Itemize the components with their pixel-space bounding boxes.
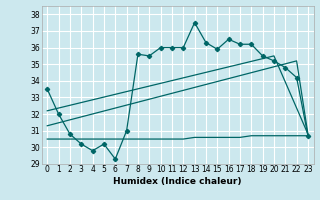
X-axis label: Humidex (Indice chaleur): Humidex (Indice chaleur): [113, 177, 242, 186]
